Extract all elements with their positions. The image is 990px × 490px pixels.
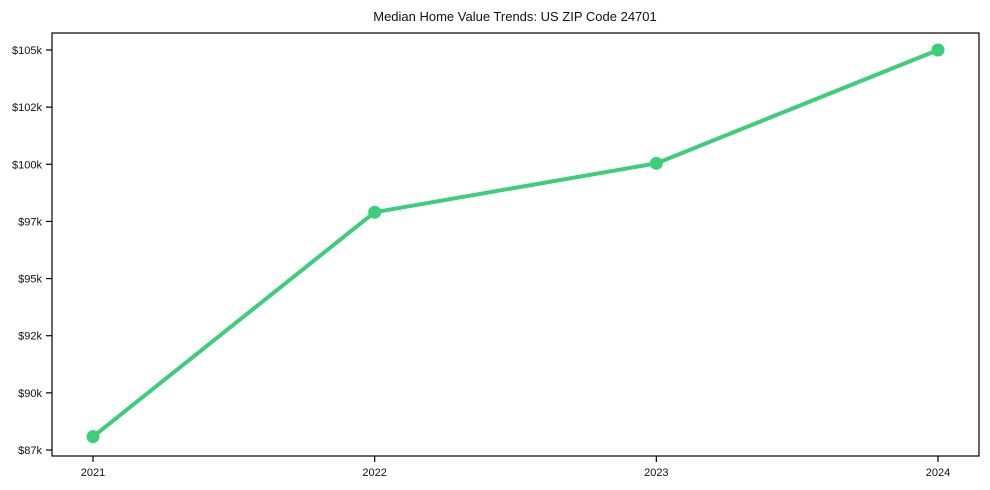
data-point-marker [368,205,382,219]
data-point-marker [649,156,663,170]
plot-area [51,32,980,457]
x-tick-label: 2024 [926,467,950,479]
y-tick-label: $90k [18,388,42,400]
y-tick-label: $100k [12,159,42,171]
y-tick-label: $95k [18,274,42,286]
x-tick-label: 2022 [362,467,386,479]
x-tick-label: 2021 [81,467,105,479]
data-point-marker [86,430,100,444]
y-tick-label: $92k [18,331,42,343]
x-axis: 2021 2022 2023 2024 [81,456,950,479]
y-tick-label: $102k [12,102,42,114]
data-point-marker [931,43,945,57]
x-tick-label: 2023 [644,467,668,479]
y-tick-label: $97k [18,216,42,228]
trend-line [91,48,940,439]
series-layer [86,43,945,444]
chart-title: Median Home Value Trends: US ZIP Code 24… [373,9,657,24]
y-axis: $105k $102k $100k $97k $95k $92k $90k $87k [12,45,52,457]
y-tick-label: $87k [18,445,42,457]
plot-border [51,32,980,457]
y-tick-label: $105k [12,45,42,57]
